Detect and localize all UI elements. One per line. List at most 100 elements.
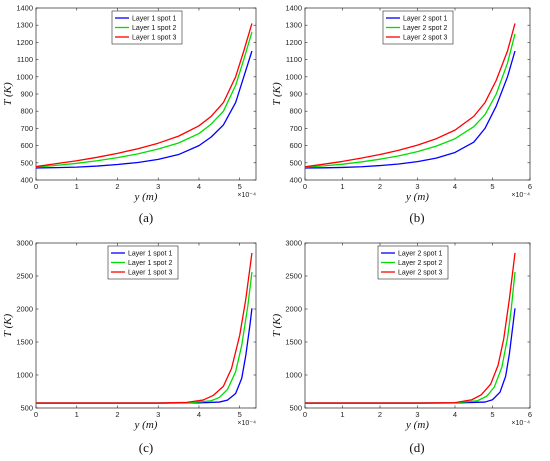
legend-label: Layer 1 spot 2	[132, 25, 176, 32]
legend-label: Layer 2 spot 2	[403, 25, 447, 32]
y-tick-label: 1200	[285, 38, 302, 47]
chart-panel-1: 0 1 2 3 4 5 400 500 600 700 800 900 1000 1100 1200 1300…	[2, 4, 257, 225]
x-tick-label: 2	[378, 410, 382, 419]
y-tick-label: 1000	[16, 72, 33, 81]
y-tick-label: 1000	[285, 72, 302, 81]
x-tick-label: 5	[238, 410, 242, 419]
y-tick-label: 500	[289, 404, 302, 413]
y-tick-label: 2000	[16, 305, 33, 314]
y-tick-label: 1500	[285, 338, 302, 347]
x-tick-label: 6	[528, 182, 532, 191]
y-tick-label: 500	[20, 158, 33, 167]
y-tick-label: 1500	[16, 338, 33, 347]
y-tick-label: 900	[20, 90, 33, 99]
x-tick-label: 5	[238, 182, 242, 191]
y-axis-label: T (K)	[271, 314, 283, 338]
legend-label: Layer 2 spot 2	[398, 260, 442, 267]
y-tick-label: 1400	[16, 4, 33, 13]
series-line-2	[304, 33, 516, 168]
x-tick-label: 6	[528, 410, 532, 419]
legend-label: Layer 1 spot 3	[128, 269, 172, 276]
legend-label: Layer 2 spot 1	[398, 250, 442, 257]
y-tick-label: 600	[289, 141, 302, 150]
legend-label: Layer 1 spot 1	[132, 15, 176, 22]
x-tick-label: 0	[34, 410, 38, 419]
y-tick-label: 500	[20, 404, 33, 413]
y-tick-label: 1100	[17, 55, 33, 64]
y-tick-label: 600	[20, 141, 33, 150]
y-tick-label: 900	[289, 90, 302, 99]
legend-box	[377, 245, 449, 280]
x-axis-label: y (m)	[134, 191, 158, 203]
x-tick-label: 4	[197, 410, 201, 419]
y-tick-label: 400	[20, 176, 33, 185]
y-tick-label: 700	[289, 124, 302, 133]
series-line-1	[35, 50, 253, 169]
x-tick-label: 0	[34, 182, 38, 191]
x-tick-label: 0	[303, 410, 307, 419]
y-tick-label: 1300	[285, 21, 302, 30]
x-tick-label: 0	[303, 182, 307, 191]
x-axis-label: y (m)	[405, 191, 429, 203]
y-axis-label: T (K)	[2, 82, 14, 106]
y-tick-label: 700	[20, 124, 33, 133]
y-tick-label: 1400	[285, 4, 302, 13]
x-tick-label: 3	[415, 410, 419, 419]
chart-panel-4: 0 1 2 3 4 5 6 500 1000 1500 2000 2500 3000 ×10⁻⁴ y (m)…	[271, 239, 532, 456]
y-axis-label: T (K)	[271, 82, 283, 106]
x-multiplier: ×10⁻⁴	[237, 420, 256, 427]
x-tick-label: 3	[415, 182, 419, 191]
legend-label: Layer 2 spot 1	[403, 15, 447, 22]
x-tick-label: 2	[378, 182, 382, 191]
series-line-2	[35, 31, 253, 168]
x-tick-label: 5	[490, 182, 494, 191]
y-tick-label: 1300	[16, 21, 33, 30]
x-tick-label: 1	[340, 410, 344, 419]
x-tick-label: 4	[197, 182, 201, 191]
y-tick-label: 800	[289, 107, 302, 116]
y-tick-label: 400	[289, 176, 302, 185]
y-tick-label: 500	[289, 158, 302, 167]
panel-caption: (a)	[139, 210, 153, 225]
legend-label: Layer 1 spot 1	[128, 250, 172, 257]
x-axis-label: y (m)	[405, 419, 429, 431]
series-line-3	[305, 252, 516, 404]
series-line-3	[36, 252, 253, 404]
y-tick-label: 2500	[285, 272, 302, 281]
chart-panel-2: 0 1 2 3 4 5 6 400 500 600 700 800 900 1000 1100 1200 130…	[271, 4, 532, 226]
y-tick-label: 800	[20, 107, 33, 116]
legend-label: Layer 2 spot 3	[403, 34, 447, 41]
x-tick-label: 3	[156, 410, 160, 419]
x-tick-label: 2	[115, 182, 119, 191]
y-tick-label: 1000	[16, 371, 33, 380]
series-line-3	[35, 23, 253, 168]
x-tick-label: 4	[453, 410, 457, 419]
y-tick-label: 3000	[285, 239, 302, 248]
legend-label: Layer 1 spot 2	[128, 260, 172, 267]
y-tick-label: 3000	[16, 239, 33, 248]
x-tick-label: 5	[490, 410, 494, 419]
x-tick-label: 1	[75, 182, 79, 191]
chart-panel-3: 0 1 2 3 4 5 500 1000 1500 2000 2500 3000 ×10⁻⁴ y (m) T…	[2, 239, 257, 455]
x-tick-label: 3	[156, 182, 160, 191]
y-tick-label: 2000	[285, 305, 302, 314]
legend-label: Layer 2 spot 3	[398, 269, 442, 276]
x-tick-label: 2	[115, 410, 119, 419]
panel-caption: (c)	[139, 440, 153, 455]
y-tick-label: 1000	[285, 371, 302, 380]
panel-caption: (d)	[409, 440, 424, 455]
x-axis-label: y (m)	[134, 419, 158, 431]
x-multiplier: ×10⁻⁴	[511, 192, 530, 199]
series-line-3	[304, 23, 516, 168]
y-tick-label: 1200	[16, 38, 33, 47]
x-multiplier: ×10⁻⁴	[511, 420, 530, 427]
x-tick-label: 1	[75, 410, 79, 419]
panel-caption: (b)	[409, 210, 424, 225]
x-multiplier: ×10⁻⁴	[237, 192, 256, 199]
legend-label: Layer 1 spot 3	[132, 34, 176, 41]
x-tick-label: 4	[453, 182, 457, 191]
y-tick-label: 2500	[16, 272, 33, 281]
y-tick-label: 1100	[286, 55, 302, 64]
series-line-1	[304, 50, 516, 169]
